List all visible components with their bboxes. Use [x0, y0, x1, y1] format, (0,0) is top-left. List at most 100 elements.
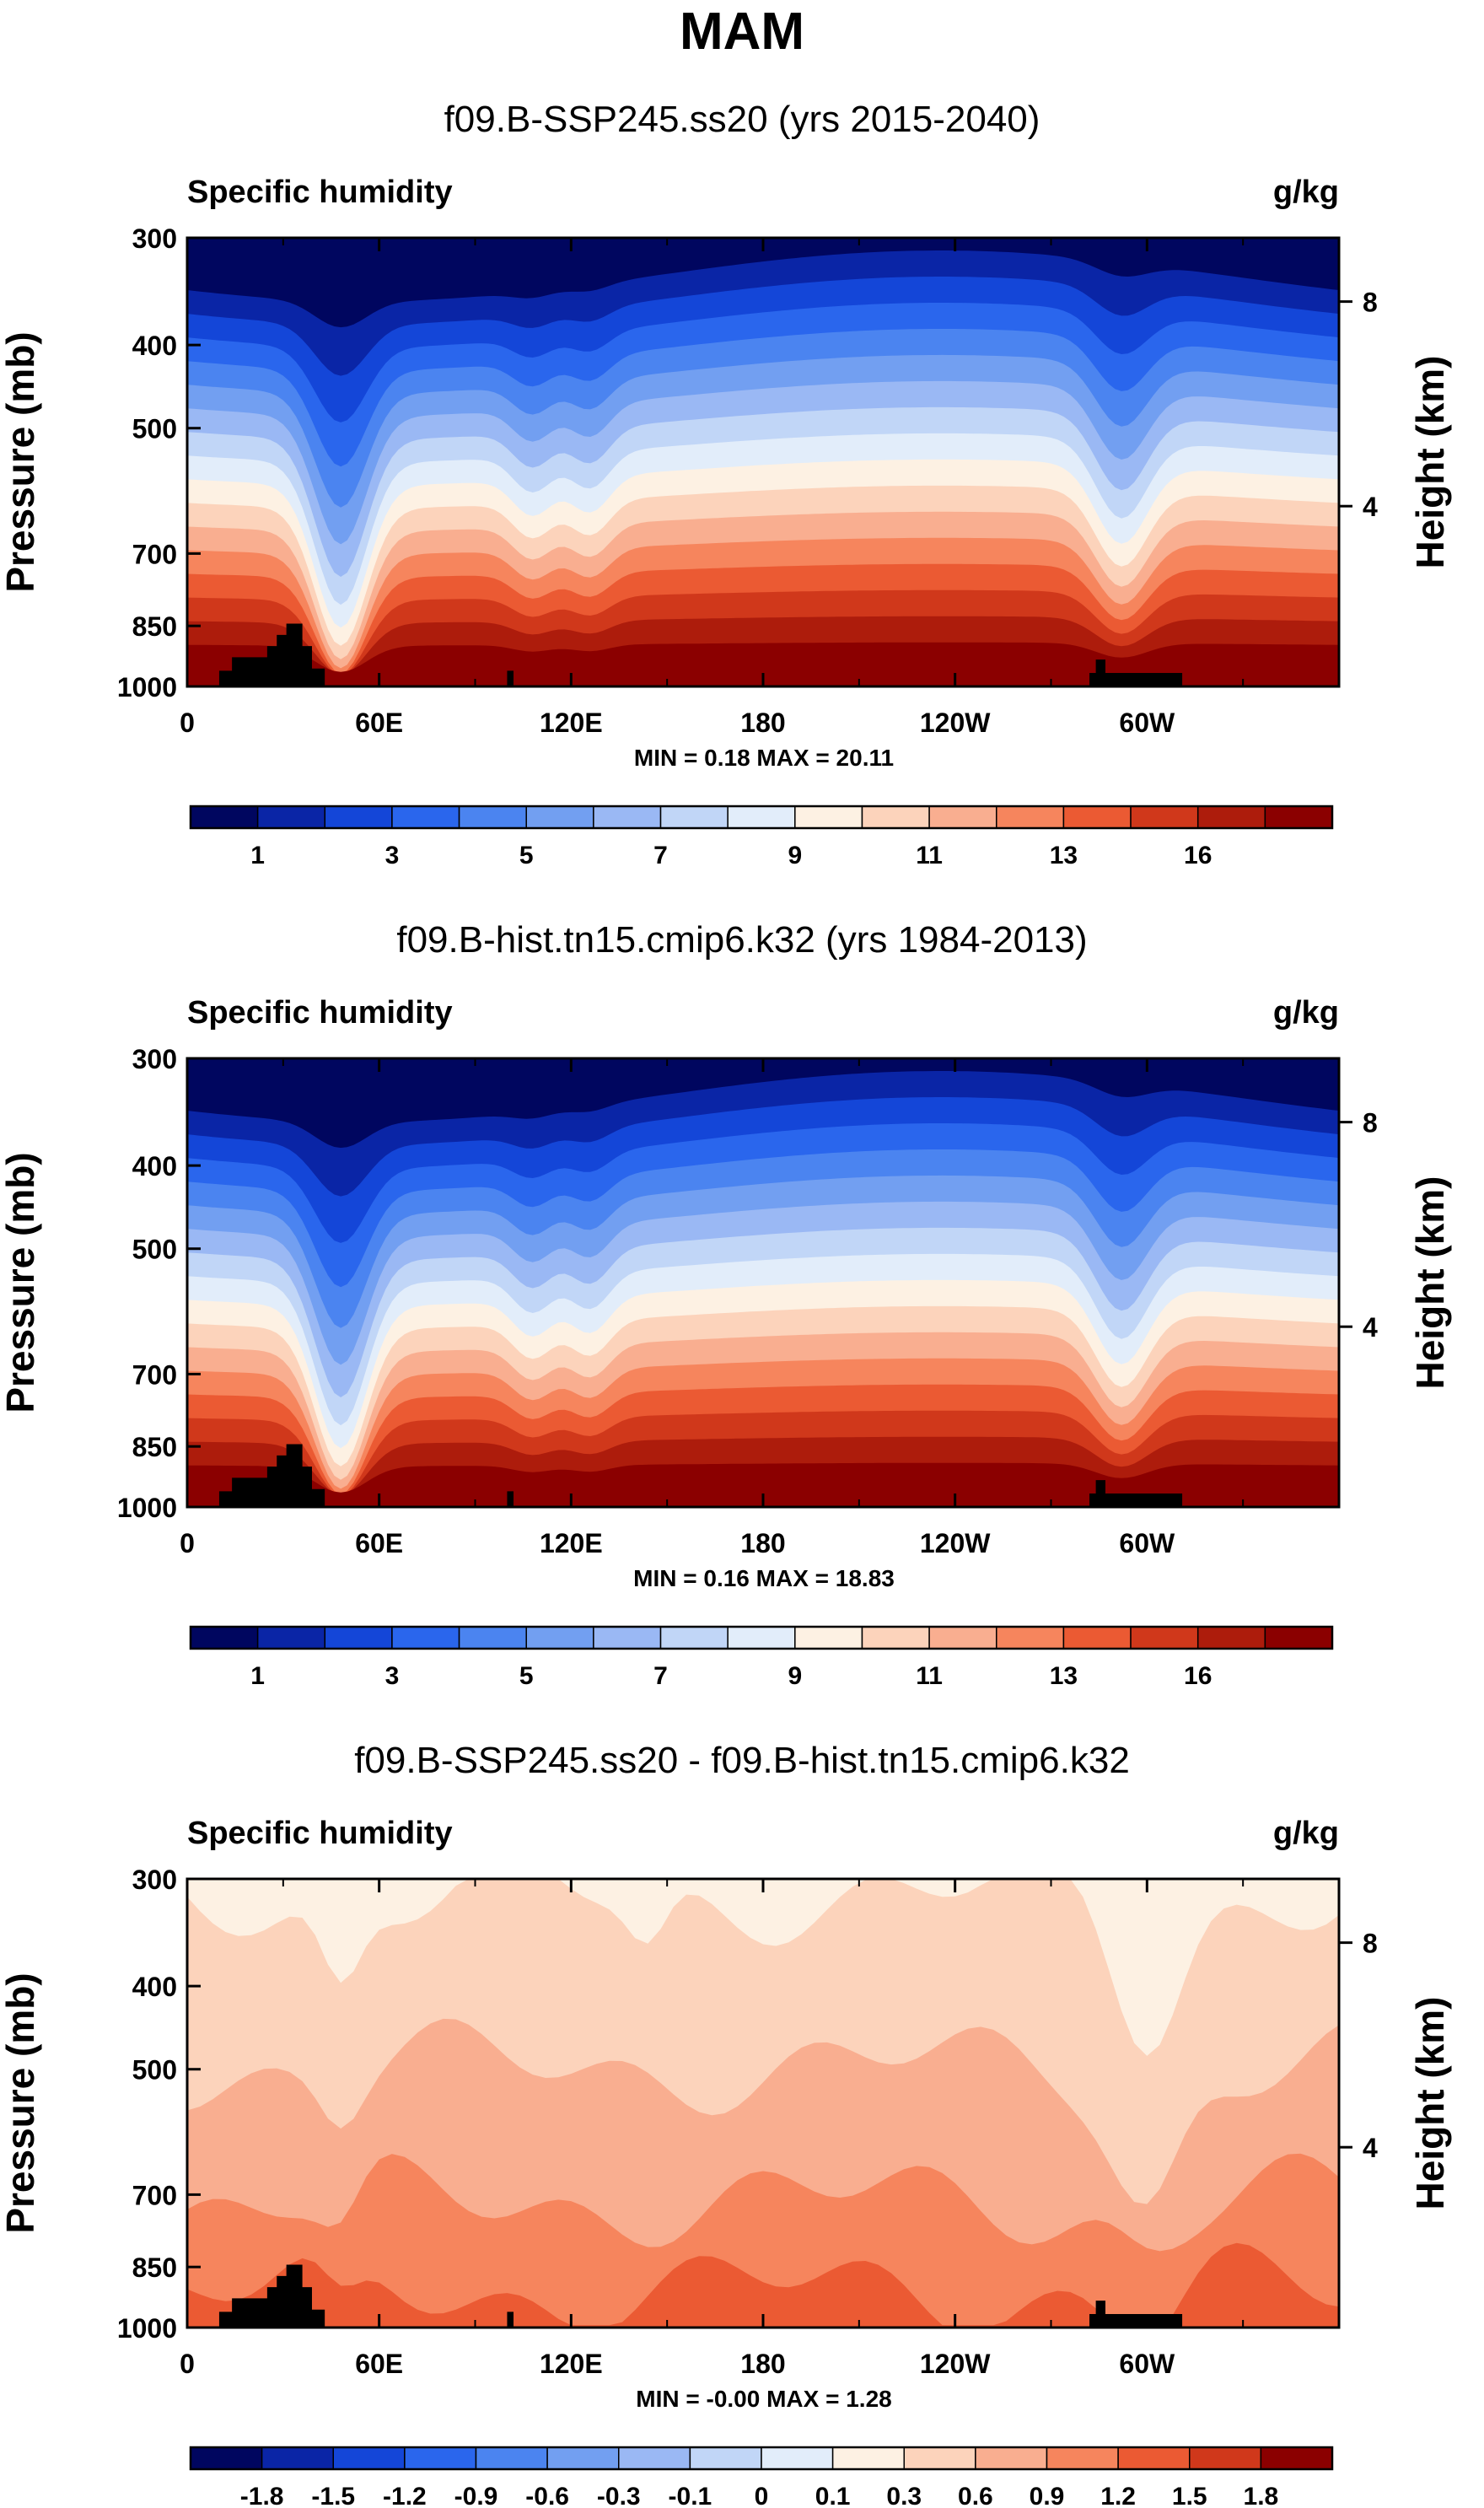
- x-tick-label: 60E: [355, 708, 403, 738]
- colorbar-box: [593, 805, 662, 829]
- right-tick-label: 4: [1363, 2133, 1378, 2163]
- colorbar-box: [618, 2446, 691, 2470]
- x-tick-label: 120E: [540, 708, 603, 738]
- colorbar-box: [996, 805, 1065, 829]
- colorbar-label: 0: [755, 2483, 769, 2508]
- colorbar-box: [190, 2446, 263, 2470]
- colorbar-box: [525, 1626, 594, 1650]
- colorbar-box: [256, 805, 326, 829]
- x-tick-label: 0: [180, 1528, 195, 1558]
- colorbar-frame: [189, 1625, 1334, 1650]
- colorbar-box: [1117, 2446, 1191, 2470]
- y-tick-label: 300: [132, 1865, 177, 1895]
- colorbar-box: [190, 805, 259, 829]
- colorbar-label: 5: [519, 842, 534, 869]
- colorbar-box: [831, 2446, 905, 2470]
- chart-title: f09.B-SSP245.ss20 (yrs 2015-2040): [444, 99, 1040, 140]
- units-label: g/kg: [1273, 1816, 1339, 1851]
- y-tick-label: 500: [132, 2055, 177, 2086]
- y-axis-title-right: Height (km): [1408, 356, 1452, 569]
- colorbar-label: -1.8: [240, 2483, 284, 2508]
- colorbar-label: -1.5: [311, 2483, 355, 2508]
- y-tick-label: 1000: [117, 672, 177, 702]
- x-tick-label: 120W: [920, 2349, 991, 2379]
- units-label: g/kg: [1273, 995, 1339, 1031]
- colorbar-box: [996, 1626, 1065, 1650]
- colorbar-box: [975, 2446, 1048, 2470]
- topography-mask: [218, 623, 325, 686]
- colorbar-label: 11: [916, 842, 943, 869]
- contour-fill-group: [187, 238, 1339, 686]
- colorbar-label: 1: [250, 1662, 265, 1690]
- colorbar-box: [689, 2446, 762, 2470]
- colorbar-label: 16: [1184, 842, 1212, 869]
- topography-mask: [507, 2312, 514, 2328]
- colorbar-box: [404, 2446, 477, 2470]
- colorbar-label: -0.9: [454, 2483, 498, 2508]
- x-tick-label: 60W: [1119, 2349, 1175, 2379]
- right-tick-label: 8: [1363, 288, 1378, 318]
- colorbar-box: [261, 2446, 334, 2470]
- colorbar-box: [761, 2446, 834, 2470]
- colorbar-box: [861, 1626, 930, 1650]
- contour-band: [187, 2153, 1339, 2328]
- colorbar-label: 13: [1050, 1662, 1078, 1690]
- colorbar-box: [1264, 1626, 1333, 1650]
- topography-mask: [218, 1444, 325, 1507]
- colorbar-box: [794, 1626, 863, 1650]
- contour-band: [187, 1462, 1339, 1507]
- x-tick-label: 180: [740, 1528, 785, 1558]
- colorbar-box: [458, 1626, 527, 1650]
- colorbar-label: 7: [653, 842, 668, 869]
- y-tick-label: 700: [132, 1359, 177, 1390]
- colorbar-box: [1189, 2446, 1262, 2470]
- colorbar-label: 13: [1050, 842, 1078, 869]
- colorbar-box: [593, 1626, 662, 1650]
- right-tick-label: 4: [1363, 492, 1378, 522]
- y-tick-label: 500: [132, 414, 177, 444]
- colorbar-label: 7: [653, 1662, 668, 1690]
- colorbar-label: -0.3: [597, 2483, 641, 2508]
- colorbar-label: 3: [385, 842, 400, 869]
- colorbar-box: [903, 2446, 976, 2470]
- colorbar-label: 16: [1184, 1662, 1212, 1690]
- y-tick-label: 400: [132, 331, 177, 361]
- topography-mask: [507, 670, 514, 686]
- x-tick-label: 60W: [1119, 708, 1175, 738]
- y-axis-title: Pressure (mb): [0, 331, 42, 592]
- colorbar-label: 9: [788, 842, 802, 869]
- y-axis-title: Pressure (mb): [0, 1152, 42, 1413]
- colorbar-label: 1: [250, 842, 265, 869]
- x-tick-label: 0: [180, 2349, 195, 2379]
- colorbar-box: [727, 805, 796, 829]
- x-tick-label: 0: [180, 708, 195, 738]
- colorbar-label: 9: [788, 1662, 802, 1690]
- y-tick-label: 1000: [117, 2313, 177, 2344]
- colorbar-label: 0.6: [958, 2483, 993, 2508]
- topography-mask: [218, 2264, 325, 2328]
- x-tick-label: 180: [740, 708, 785, 738]
- colorbar-box: [475, 2446, 548, 2470]
- y-axis-title-right: Height (km): [1408, 1997, 1452, 2210]
- colorbar-box: [659, 1626, 729, 1650]
- chart-panel: f09.B-SSP245.ss20 - f09.B-hist.tn15.cmip…: [0, 1740, 1452, 2508]
- chart-panel: f09.B-hist.tn15.cmip6.k32 (yrs 1984-2013…: [0, 919, 1452, 1690]
- y-tick-label: 1000: [117, 1493, 177, 1523]
- field-label: Specific humidity: [187, 995, 453, 1031]
- y-tick-label: 400: [132, 1972, 177, 2002]
- topography-mask: [1089, 1480, 1183, 1507]
- colorbar-box: [324, 805, 393, 829]
- colorbar-label: 3: [385, 1662, 400, 1690]
- colorbar-box: [1130, 1626, 1199, 1650]
- colorbar-label: -1.2: [383, 2483, 427, 2508]
- right-tick-label: 8: [1363, 1929, 1378, 1959]
- contour-band: [187, 2242, 1339, 2328]
- colorbar-box: [1196, 1626, 1266, 1650]
- colorbar-label: 0.9: [1030, 2483, 1065, 2508]
- x-tick-label: 180: [740, 2349, 785, 2379]
- colorbar-box: [324, 1626, 393, 1650]
- y-tick-label: 400: [132, 1151, 177, 1181]
- colorbar-label: 1.5: [1172, 2483, 1207, 2508]
